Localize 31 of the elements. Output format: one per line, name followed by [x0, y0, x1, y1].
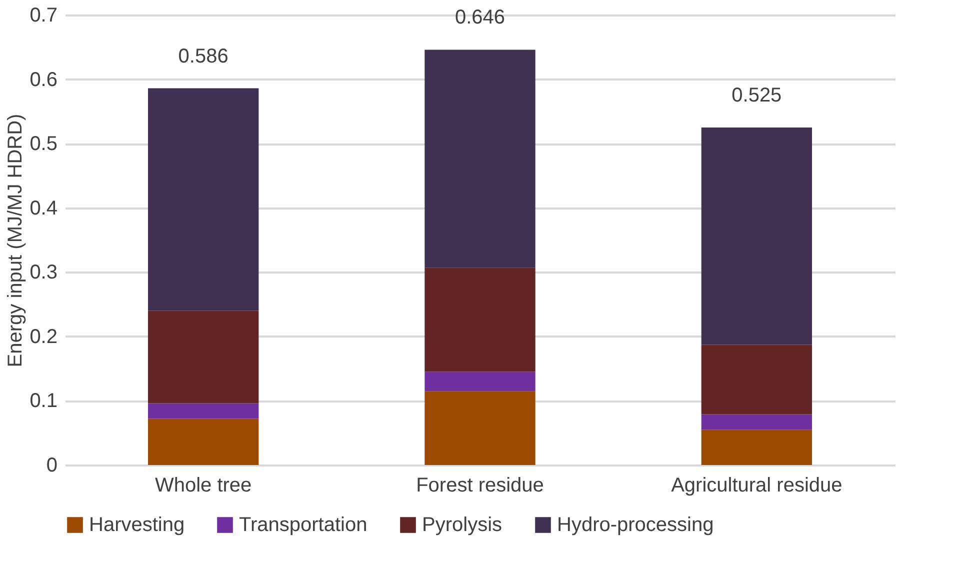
- legend-label: Pyrolysis: [422, 514, 502, 536]
- total-label: 0.525: [732, 84, 782, 106]
- total-label: 0.646: [454, 6, 506, 29]
- bar: [701, 344, 812, 414]
- bar: [148, 418, 259, 465]
- y-axis-title: Energy input (MJ/MJ HDRD): [4, 114, 27, 368]
- bar: [701, 414, 812, 430]
- bar: [424, 50, 536, 268]
- total-label: 0.586: [178, 45, 228, 68]
- legend-label: Hydro-processing: [557, 514, 714, 536]
- y-tick-label: 0.2: [30, 326, 58, 348]
- bar: [424, 268, 536, 372]
- y-tick-label: 0.6: [30, 68, 58, 91]
- y-tick-label: 0.7: [30, 4, 58, 26]
- bar: [424, 391, 536, 465]
- legend-label: Transportation: [239, 514, 368, 536]
- legend-label: Harvesting: [89, 514, 185, 536]
- x-tick-label: Whole tree: [154, 474, 252, 496]
- bar: [148, 403, 259, 419]
- bar: [701, 430, 812, 465]
- x-tick-label: Agricultural residue: [671, 474, 842, 496]
- y-tick-label: 0.4: [30, 197, 58, 220]
- y-tick-label: 0.3: [30, 262, 58, 284]
- y-tick-label: 0: [46, 454, 58, 476]
- bar: [148, 310, 259, 404]
- y-tick-label: 0.1: [30, 390, 58, 412]
- y-tick-label: 0.5: [30, 133, 58, 156]
- bar: [424, 372, 536, 392]
- x-tick-label: Forest residue: [416, 474, 544, 496]
- bar: [148, 88, 259, 311]
- bar: [701, 128, 812, 345]
